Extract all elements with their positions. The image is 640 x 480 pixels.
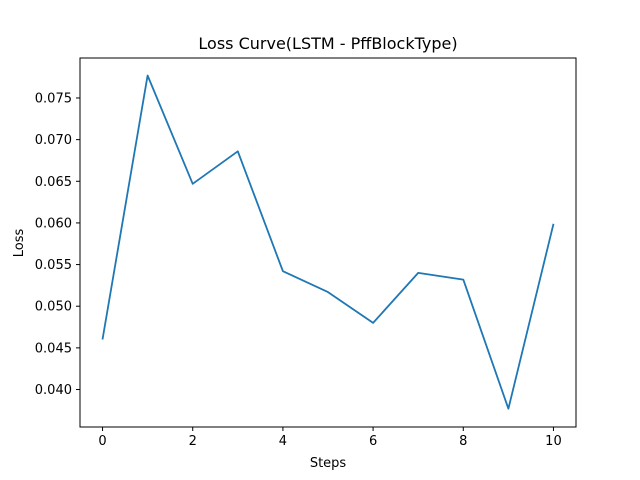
y-tick-label: 0.055 [35, 258, 72, 273]
y-tick-label: 0.060 [35, 216, 72, 231]
axes-frame [79, 57, 577, 428]
y-axis: 0.040 0.045 0.050 0.055 0.060 0.065 0.070 0.075 [35, 91, 80, 398]
loss-series-line [101, 74, 555, 410]
y-tick-label: 0.075 [35, 91, 72, 106]
x-tick-label: 0 [98, 434, 106, 449]
x-tick-label: 2 [189, 434, 197, 449]
y-tick-label: 0.070 [35, 133, 72, 148]
y-tick-label: 0.065 [35, 175, 72, 190]
plot-area [101, 74, 555, 410]
x-axis: 0 2 4 6 8 10 [98, 427, 562, 449]
chart-title: Loss Curve(LSTM - PffBlockType) [198, 34, 457, 53]
y-tick-label: 0.040 [35, 383, 72, 398]
x-tick-label: 10 [545, 434, 562, 449]
y-axis-label: Loss [12, 229, 27, 258]
x-tick-label: 6 [369, 434, 377, 449]
y-tick-label: 0.045 [35, 341, 72, 356]
y-tick-label: 0.050 [35, 300, 72, 315]
x-tick-label: 8 [459, 434, 467, 449]
x-tick-label: 4 [279, 434, 287, 449]
x-axis-label: Steps [310, 456, 347, 471]
